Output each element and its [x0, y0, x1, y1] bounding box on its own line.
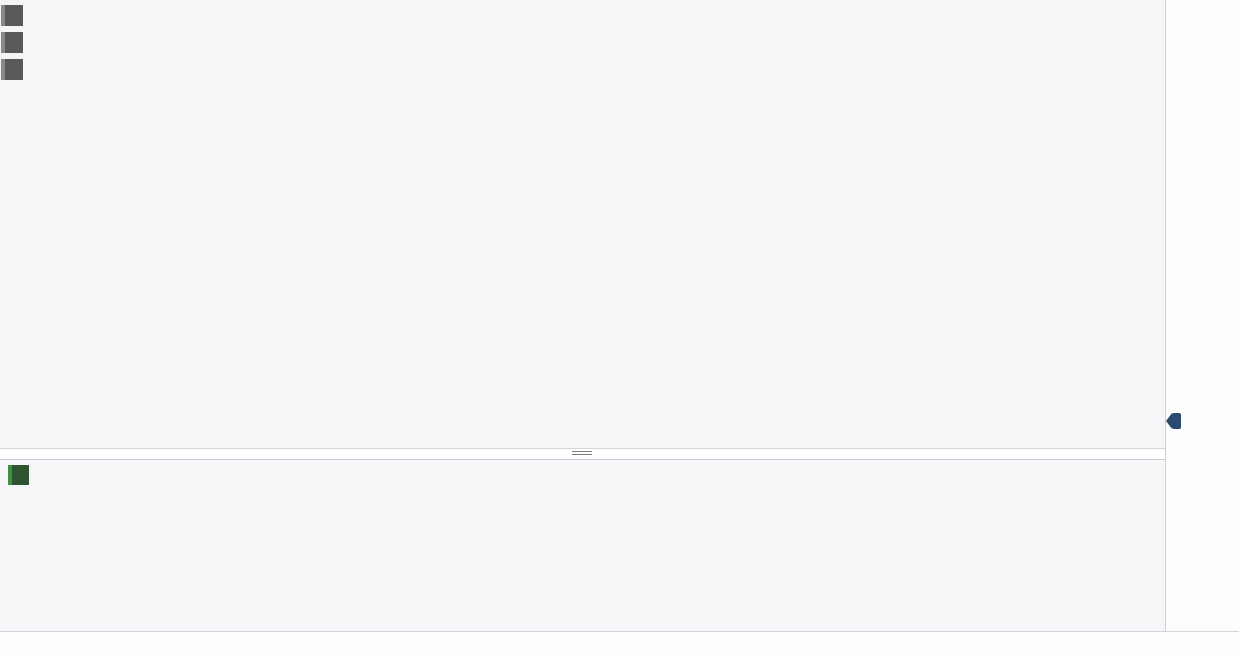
legend-symbol-badge[interactable]: [1, 5, 23, 26]
rsi-chart-svg[interactable]: [0, 460, 1165, 632]
pane-separator[interactable]: [0, 449, 1165, 460]
price-pane[interactable]: [0, 0, 1165, 449]
rsi-pane[interactable]: [0, 459, 1165, 632]
rsi-indicator-badge[interactable]: [8, 465, 29, 485]
legend-ema100-badge[interactable]: [1, 59, 23, 80]
price-chart-svg[interactable]: [0, 0, 1165, 448]
time-axis[interactable]: [0, 631, 1239, 656]
legend: [1, 5, 23, 86]
current-price-badge: [1166, 413, 1181, 429]
legend-ema50-badge[interactable]: [1, 32, 23, 53]
price-scale-axis[interactable]: [1165, 0, 1239, 631]
